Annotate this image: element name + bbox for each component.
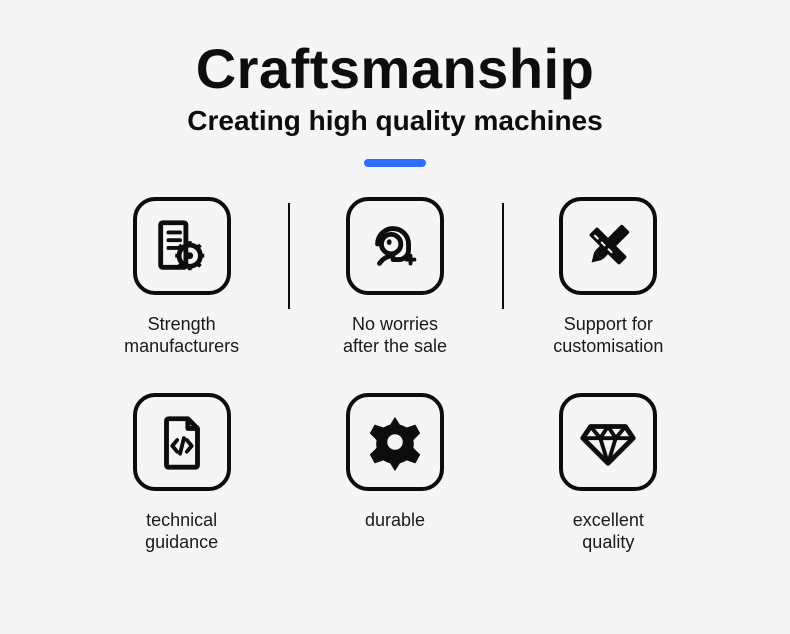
main-title: Craftsmanship [196, 40, 595, 99]
feature-cell: No worries after the sale [288, 197, 501, 359]
feature-label: technical guidance [145, 509, 218, 555]
feature-cell: durable [288, 393, 501, 555]
features-grid: Strength manufacturers No worries after … [75, 197, 715, 555]
feature-cell: Strength manufacturers [75, 197, 288, 359]
factory-gear-icon [133, 197, 231, 295]
headset-plus-icon [346, 197, 444, 295]
feature-label: No worries after the sale [343, 313, 447, 359]
feature-label: durable [365, 509, 425, 555]
subtitle: Creating high quality machines [187, 105, 602, 137]
accent-bar [364, 159, 426, 167]
pencil-ruler-icon [559, 197, 657, 295]
feature-label: excellent quality [573, 509, 644, 555]
divider [288, 203, 290, 309]
divider [502, 203, 504, 309]
code-doc-icon [133, 393, 231, 491]
feature-cell: technical guidance [75, 393, 288, 555]
feature-cell: Support for customisation [502, 197, 715, 359]
gear-icon [346, 393, 444, 491]
diamond-icon [559, 393, 657, 491]
feature-label: Strength manufacturers [124, 313, 239, 359]
feature-cell: excellent quality [502, 393, 715, 555]
feature-label: Support for customisation [553, 313, 663, 359]
